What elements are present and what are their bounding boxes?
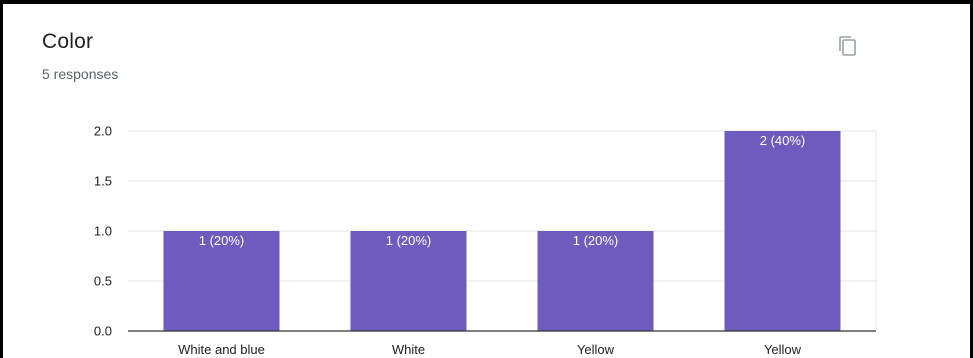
copy-chart-button[interactable]: [834, 32, 862, 60]
window-top-border: [0, 0, 973, 4]
response-count: 5 responses: [42, 66, 119, 82]
window-left-border: [0, 0, 3, 358]
category-label: White: [392, 342, 425, 357]
bar: [163, 231, 280, 331]
question-title: Color: [42, 30, 94, 53]
y-tick-label: 0.0: [94, 324, 112, 339]
window-right-border: [970, 0, 973, 358]
y-tick-label: 1.5: [94, 174, 112, 189]
copy-icon: [839, 36, 856, 56]
bar-data-label: 1 (20%): [199, 233, 245, 248]
y-tick-label: 2.0: [94, 124, 112, 139]
bar: [724, 131, 841, 331]
y-tick-label: 0.5: [94, 274, 112, 289]
category-label: Yellow: [577, 342, 615, 357]
category-label: White and blue: [178, 342, 265, 357]
bar-data-label: 1 (20%): [573, 233, 619, 248]
bar-data-label: 1 (20%): [386, 233, 432, 248]
bar-data-label: 2 (40%): [760, 133, 806, 148]
bar: [350, 231, 467, 331]
y-tick-label: 1.0: [94, 224, 112, 239]
category-label: Yellow: [764, 342, 802, 357]
bar: [537, 231, 654, 331]
